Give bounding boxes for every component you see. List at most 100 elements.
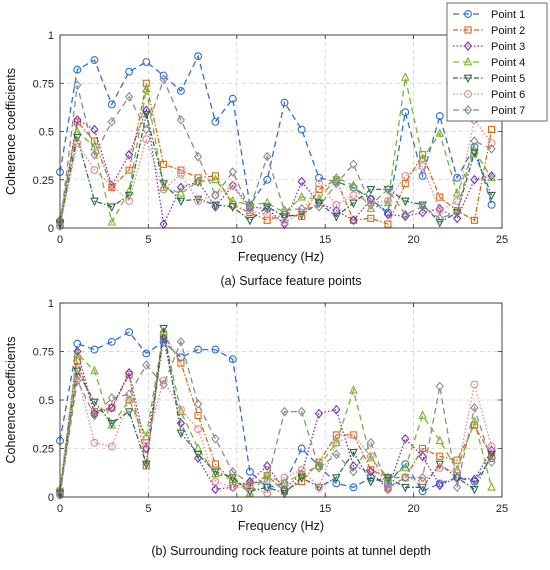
legend-swatch-marker bbox=[463, 105, 473, 115]
data-point bbox=[125, 197, 134, 205]
panel-caption: (a) Surface feature points bbox=[220, 274, 361, 288]
data-point bbox=[193, 195, 203, 205]
data-point bbox=[332, 178, 341, 189]
data-point bbox=[349, 385, 358, 394]
data-point bbox=[176, 353, 185, 362]
x-axis-label: Frequency (Hz) bbox=[238, 519, 324, 533]
data-point bbox=[332, 213, 341, 222]
data-point bbox=[384, 208, 392, 217]
series-line bbox=[59, 337, 493, 494]
data-point bbox=[245, 487, 255, 497]
data-point bbox=[245, 216, 255, 226]
data-point bbox=[176, 406, 186, 415]
data-point bbox=[349, 191, 358, 200]
legend-swatch-marker bbox=[464, 10, 472, 18]
legend-item: Point 1 bbox=[453, 9, 525, 21]
x-tick-label: 5 bbox=[145, 503, 151, 515]
data-point bbox=[435, 112, 444, 121]
data-point bbox=[315, 483, 323, 492]
data-point bbox=[452, 482, 462, 493]
data-point bbox=[487, 171, 496, 181]
data-point bbox=[470, 216, 478, 224]
y-tick-label: 1 bbox=[48, 298, 54, 310]
data-point bbox=[228, 94, 237, 103]
data-point bbox=[297, 176, 306, 187]
data-point bbox=[245, 206, 254, 215]
data-point bbox=[263, 216, 271, 224]
legend-swatch-marker bbox=[464, 90, 472, 98]
y-tick-label: 0.5 bbox=[39, 395, 54, 407]
legend-swatch-marker bbox=[463, 41, 473, 51]
data-point bbox=[159, 180, 168, 189]
data-point bbox=[263, 476, 272, 487]
data-point bbox=[73, 65, 82, 74]
data-point bbox=[159, 185, 168, 194]
data-point bbox=[90, 438, 99, 447]
data-point bbox=[401, 462, 410, 472]
series-line bbox=[59, 328, 493, 494]
legend-item: Point 2 bbox=[453, 25, 525, 37]
data-point bbox=[470, 416, 479, 425]
data-point bbox=[314, 463, 324, 473]
data-point bbox=[176, 405, 185, 414]
data-point bbox=[263, 489, 272, 498]
data-point bbox=[332, 449, 341, 460]
data-point bbox=[142, 349, 151, 358]
data-point bbox=[263, 151, 272, 162]
y-tick-label: 0.75 bbox=[33, 347, 54, 359]
data-point bbox=[470, 136, 479, 146]
data-point bbox=[401, 209, 410, 220]
data-point bbox=[193, 176, 203, 186]
data-point bbox=[280, 473, 289, 482]
data-point bbox=[314, 408, 324, 419]
data-point bbox=[332, 200, 341, 209]
data-point bbox=[401, 483, 410, 493]
x-tick-label: 25 bbox=[496, 234, 508, 246]
series-point-4 bbox=[55, 72, 496, 226]
data-point bbox=[125, 91, 134, 102]
data-point bbox=[280, 478, 289, 487]
x-tick-label: 0 bbox=[57, 503, 63, 515]
data-point bbox=[418, 201, 427, 212]
y-tick-label: 0 bbox=[48, 223, 54, 235]
data-point bbox=[125, 149, 134, 160]
data-point bbox=[107, 393, 116, 403]
data-point bbox=[366, 199, 375, 210]
series-point-3 bbox=[55, 105, 496, 229]
data-point bbox=[366, 437, 375, 448]
data-point bbox=[55, 490, 65, 500]
data-point bbox=[453, 467, 462, 476]
x-tick-label: 5 bbox=[145, 234, 151, 246]
data-point bbox=[211, 117, 220, 126]
data-point bbox=[314, 193, 324, 203]
data-point bbox=[383, 474, 393, 483]
data-point bbox=[401, 171, 410, 180]
data-point bbox=[263, 175, 272, 184]
data-point bbox=[125, 389, 134, 400]
legend-item: Point 6 bbox=[453, 89, 525, 101]
data-point bbox=[194, 345, 203, 354]
data-point bbox=[176, 182, 186, 193]
data-point bbox=[401, 472, 410, 483]
data-point bbox=[245, 203, 255, 214]
data-point bbox=[125, 166, 133, 174]
data-point bbox=[383, 197, 393, 207]
data-point bbox=[159, 333, 168, 343]
data-point bbox=[487, 191, 496, 201]
data-point bbox=[332, 479, 341, 488]
legend-item: Point 7 bbox=[453, 105, 525, 117]
x-tick-label: 25 bbox=[496, 503, 508, 515]
legend-item: Point 3 bbox=[453, 41, 525, 53]
data-point bbox=[142, 58, 151, 66]
data-point bbox=[107, 117, 116, 127]
data-point bbox=[435, 213, 444, 224]
data-point bbox=[193, 450, 203, 460]
data-point bbox=[367, 466, 375, 474]
data-point bbox=[228, 203, 238, 212]
data-point bbox=[418, 207, 427, 218]
data-point bbox=[141, 460, 151, 470]
data-point bbox=[262, 483, 272, 493]
data-point bbox=[124, 408, 134, 417]
data-point bbox=[228, 482, 237, 493]
